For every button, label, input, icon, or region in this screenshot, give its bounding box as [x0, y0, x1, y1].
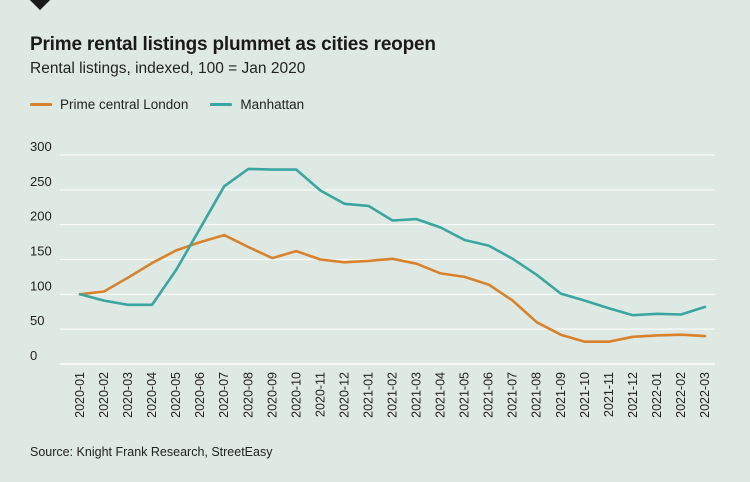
x-tick-label: 2021-11: [602, 372, 616, 417]
series-line-london: [78, 233, 707, 344]
chart-legend: Prime central London Manhattan: [30, 97, 326, 112]
x-tick-label: 2021-09: [554, 372, 568, 418]
x-tick-label: 2021-02: [386, 372, 400, 418]
y-tick-label: 50: [30, 313, 44, 328]
legend-label-manhattan: Manhattan: [240, 97, 305, 112]
series-line-manhattan: [78, 167, 707, 317]
x-tick-label: 2022-01: [650, 372, 664, 418]
x-tick-label: 2021-08: [530, 372, 544, 418]
x-tick-label: 2022-03: [698, 372, 712, 418]
y-tick-label: 200: [30, 209, 52, 224]
x-tick-label: 2020-02: [97, 372, 111, 418]
x-tick-label: 2020-06: [193, 372, 207, 418]
x-tick-label: 2021-10: [578, 372, 592, 418]
chart-subtitle: Rental listings, indexed, 100 = Jan 2020: [30, 60, 306, 77]
legend-swatch-london: [30, 103, 52, 106]
x-tick-label: 2021-05: [458, 372, 472, 418]
x-tick-label: 2020-10: [289, 372, 303, 418]
legend-item-london: Prime central London: [30, 97, 188, 112]
x-tick-label: 2021-01: [361, 372, 375, 418]
x-tick-label: 2021-03: [410, 372, 424, 418]
y-tick-label: 150: [30, 244, 52, 259]
x-tick-label: 2020-12: [337, 372, 351, 418]
legend-item-manhattan: Manhattan: [210, 97, 304, 112]
x-tick-label: 2020-04: [145, 372, 159, 418]
x-tick-label: 2020-08: [241, 372, 255, 418]
x-tick-label: 2021-04: [434, 372, 448, 418]
x-tick-label: 2020-05: [169, 372, 183, 418]
x-tick-label: 2020-07: [217, 372, 231, 418]
x-tick-label: 2022-02: [674, 372, 688, 418]
x-tick-label: 2020-09: [265, 372, 279, 418]
y-tick-label: 0: [30, 348, 37, 363]
x-tick-label: 2020-03: [121, 372, 135, 418]
y-tick-label: 100: [30, 278, 52, 293]
x-tick-label: 2021-06: [482, 372, 496, 418]
x-tick-label: 2020-11: [313, 372, 327, 417]
legend-label-london: Prime central London: [60, 97, 189, 112]
y-tick-label: 300: [30, 139, 52, 154]
y-tick-label: 250: [30, 174, 52, 189]
source-note: Source: Knight Frank Research, StreetEas…: [30, 445, 273, 459]
legend-swatch-manhattan: [210, 103, 233, 106]
x-tick-label: 2020-01: [73, 372, 87, 418]
chart-title: Prime rental listings plummet as cities …: [30, 34, 436, 55]
x-tick-label: 2021-07: [506, 372, 520, 418]
x-tick-label: 2021-12: [626, 372, 640, 418]
